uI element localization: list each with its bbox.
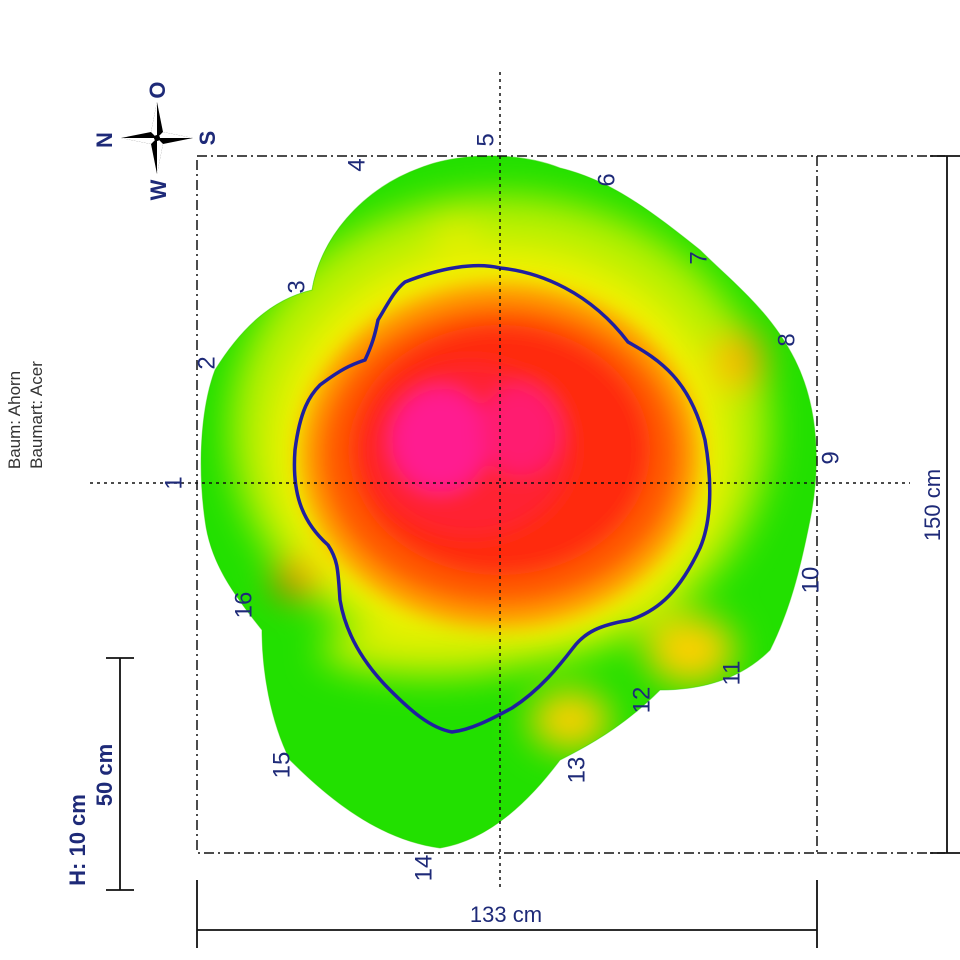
stress-heatmap	[201, 156, 817, 848]
measurement-point-16: 16	[230, 592, 257, 619]
compass-rose-icon	[121, 102, 193, 174]
compass-south: S	[195, 131, 220, 146]
measurement-point-15: 15	[268, 752, 295, 779]
measurement-point-1: 1	[160, 476, 187, 489]
measurement-point-13: 13	[563, 757, 590, 784]
tree-name: Baum: Ahorn	[5, 371, 24, 469]
measurement-point-8: 8	[773, 333, 800, 346]
measurement-point-5: 5	[472, 133, 499, 146]
measurement-point-4: 4	[343, 158, 370, 171]
measurement-point-14: 14	[410, 855, 437, 882]
scale-bar	[106, 657, 134, 891]
compass-west: W	[146, 179, 171, 200]
damage-boundary-line	[292, 263, 712, 734]
measurement-point-12: 12	[628, 687, 655, 714]
measurement-point-7: 7	[685, 251, 712, 264]
dimension-lines	[196, 155, 960, 948]
measurement-point-2: 2	[193, 356, 220, 369]
measurement-point-9: 9	[817, 451, 844, 464]
compass-north: N	[92, 132, 117, 148]
scale-bar-length: 50 cm	[92, 744, 117, 806]
width-label: 133 cm	[470, 902, 542, 927]
guide-lines	[90, 72, 945, 890]
measurement-point-3: 3	[283, 280, 310, 293]
scale-bar-height: H: 10 cm	[65, 794, 90, 886]
measurement-point-6: 6	[593, 173, 620, 186]
trunk-contour	[200, 155, 817, 849]
measurement-point-11: 11	[718, 661, 745, 686]
measurement-point-10: 10	[797, 567, 824, 594]
tree-species: Baumart: Acer	[27, 361, 46, 469]
compass-east: O	[145, 81, 170, 98]
bounding-box	[196, 155, 818, 854]
height-label: 150 cm	[920, 469, 945, 541]
